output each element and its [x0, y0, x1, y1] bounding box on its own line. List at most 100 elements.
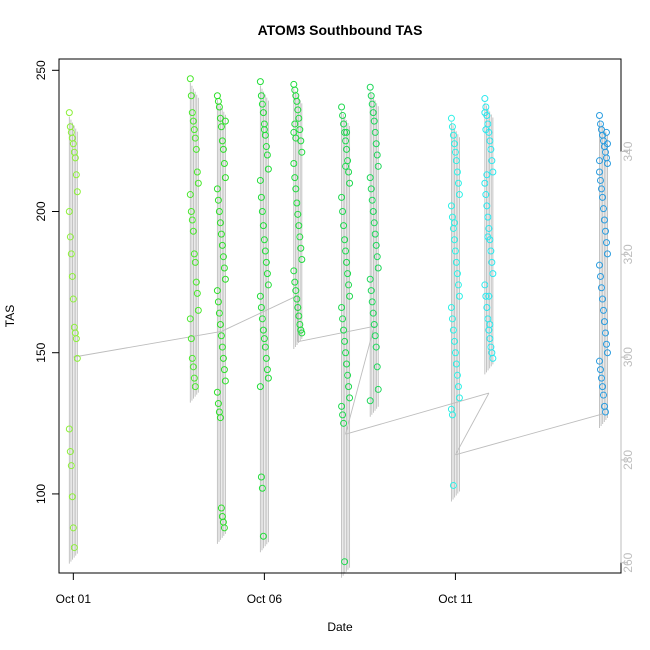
y2-tick-label: 320	[621, 244, 635, 264]
data-point	[262, 143, 270, 151]
data-point	[216, 320, 224, 328]
data-point	[292, 185, 300, 193]
data-point	[483, 171, 491, 179]
data-point	[454, 281, 462, 289]
data-point	[69, 295, 77, 303]
x-tick-label: Oct 11	[438, 592, 473, 606]
data-point	[256, 292, 264, 300]
data-point	[482, 292, 490, 300]
x-axis: Oct 01 Oct 06 Oct 11	[56, 572, 473, 606]
data-point	[447, 114, 455, 122]
y2-tick-label: 260	[621, 552, 635, 572]
data-point	[257, 304, 265, 312]
data-point	[257, 473, 265, 481]
data-point	[368, 100, 376, 108]
data-point	[296, 126, 304, 134]
data-point	[192, 278, 200, 286]
data-point	[298, 148, 306, 156]
data-point	[366, 174, 374, 182]
data-point	[214, 196, 222, 204]
secondary-link-line	[345, 392, 489, 435]
data-point	[187, 208, 195, 216]
secondary-link-line	[73, 330, 222, 358]
data-point	[372, 241, 380, 249]
data-point	[602, 128, 610, 136]
data-point	[595, 357, 603, 365]
data-point	[447, 304, 455, 312]
data-point	[215, 309, 223, 317]
data-point	[69, 524, 77, 532]
data-point	[482, 126, 490, 134]
data-point	[596, 366, 604, 374]
data-point	[598, 295, 606, 303]
data-point	[341, 337, 349, 345]
data-point	[342, 137, 350, 145]
data-point	[291, 174, 299, 182]
chart-title: ATOM3 Southbound TAS	[258, 22, 423, 38]
data-point	[186, 191, 194, 199]
data-point	[259, 109, 267, 117]
data-point	[72, 171, 80, 179]
data-point	[481, 179, 489, 187]
data-point	[595, 261, 603, 269]
data-point	[186, 75, 194, 83]
data-point	[295, 312, 303, 320]
data-point	[216, 219, 224, 227]
data-point	[291, 86, 299, 94]
data-point	[260, 335, 268, 343]
data-point	[187, 335, 195, 343]
data-point	[341, 128, 349, 136]
secondary-link-line	[455, 413, 604, 456]
data-point	[452, 258, 460, 266]
data-point	[294, 106, 302, 114]
data-point	[345, 281, 353, 289]
data-point	[73, 188, 81, 196]
data-point	[346, 179, 354, 187]
plot-frame	[58, 58, 622, 574]
data-point	[600, 318, 608, 326]
data-point	[373, 151, 381, 159]
data-point	[483, 304, 491, 312]
data-point	[371, 230, 379, 238]
data-point	[290, 159, 298, 167]
data-point	[366, 83, 374, 91]
data-point	[256, 383, 264, 391]
data-point	[345, 383, 353, 391]
points-layer	[65, 75, 611, 566]
data-point	[191, 258, 199, 266]
data-point	[70, 544, 78, 552]
data-point	[598, 193, 606, 201]
data-point	[370, 219, 378, 227]
data-point	[293, 199, 301, 207]
data-point	[213, 185, 221, 193]
data-point	[217, 332, 225, 340]
data-point	[596, 176, 604, 184]
data-point	[447, 202, 455, 210]
data-point	[449, 481, 457, 489]
data-point	[369, 309, 377, 317]
data-point	[373, 253, 381, 261]
data-point	[368, 196, 376, 204]
y-tick-label: 100	[34, 484, 48, 504]
data-point	[257, 92, 265, 100]
data-point	[486, 335, 494, 343]
data-point	[603, 140, 611, 148]
data-point	[259, 222, 267, 230]
data-point	[482, 103, 490, 111]
data-point	[298, 256, 306, 264]
data-point	[215, 208, 223, 216]
data-point	[343, 128, 351, 136]
data-point	[67, 250, 75, 258]
data-point	[295, 114, 303, 122]
x-tick-label: Oct 06	[247, 592, 283, 606]
data-point	[219, 145, 227, 153]
data-point	[298, 329, 306, 337]
data-point	[367, 287, 375, 295]
data-point	[452, 360, 460, 368]
data-point	[372, 140, 380, 148]
y-axis-label: TAS	[3, 305, 17, 327]
data-point	[221, 377, 229, 385]
data-point	[597, 284, 605, 292]
data-point	[603, 250, 611, 258]
